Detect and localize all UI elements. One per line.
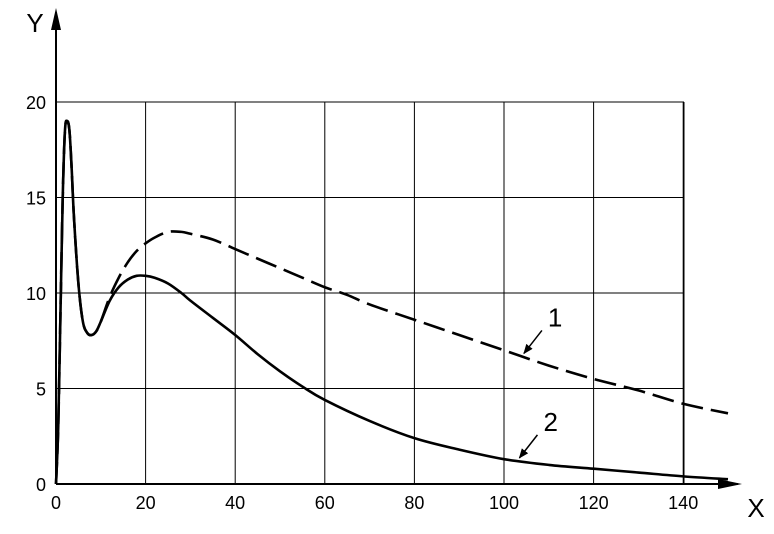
x-axis-title: X — [747, 493, 764, 523]
y-tick-label: 0 — [36, 475, 46, 495]
x-tick-label: 60 — [315, 493, 335, 513]
y-axis-arrow — [51, 8, 61, 30]
annotation-arrow-1 — [523, 329, 543, 355]
x-axis-arrow — [718, 479, 742, 489]
x-tick-label: 0 — [51, 493, 61, 513]
x-tick-label: 140 — [668, 493, 698, 513]
series-line-2 — [54, 119, 729, 485]
x-tick-label: 20 — [136, 493, 156, 513]
tick-labels: 0 20 40 60 80 100 120 140 0 5 10 15 20 — [26, 93, 698, 513]
y-tick-label: 10 — [26, 284, 46, 304]
annotation-arrow-2 — [518, 434, 539, 459]
x-tick-label: 100 — [489, 493, 519, 513]
annotations: 12 — [518, 302, 562, 459]
curve-label-2: 2 — [543, 407, 557, 437]
series-group — [54, 119, 729, 485]
y-tick-label: 15 — [26, 189, 46, 209]
y-tick-label: 20 — [26, 93, 46, 113]
x-tick-label: 120 — [579, 493, 609, 513]
curve-label-1: 1 — [548, 302, 562, 332]
x-tick-label: 40 — [225, 493, 245, 513]
axes — [51, 8, 742, 489]
x-tick-label: 80 — [404, 493, 424, 513]
y-tick-label: 5 — [36, 380, 46, 400]
grid — [56, 101, 685, 484]
y-axis-title: Y — [26, 8, 43, 38]
